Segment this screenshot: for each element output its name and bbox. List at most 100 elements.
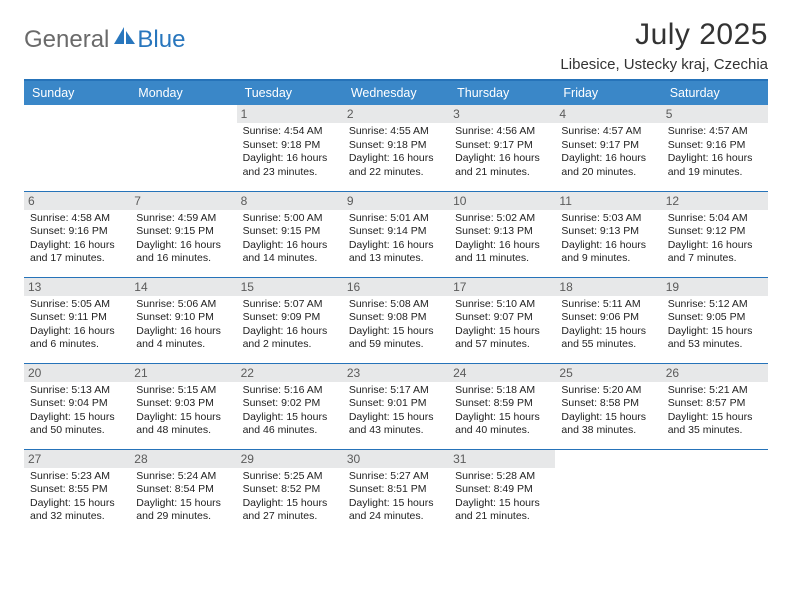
- day-info: Sunrise: 4:57 AMSunset: 9:17 PMDaylight:…: [561, 125, 657, 180]
- day-header-row: SundayMondayTuesdayWednesdayThursdayFrid…: [24, 81, 768, 105]
- calendar-cell: 10 Sunrise: 5:02 AMSunset: 9:13 PMDayligh…: [449, 191, 555, 277]
- day-info: Sunrise: 4:56 AMSunset: 9:17 PMDaylight:…: [455, 125, 551, 180]
- day-number: 4: [555, 105, 661, 123]
- day-info: Sunrise: 5:21 AMSunset: 8:57 PMDaylight:…: [668, 384, 764, 439]
- day-number: 19: [662, 278, 768, 296]
- day-info: Sunrise: 5:07 AMSunset: 9:09 PMDaylight:…: [243, 298, 339, 353]
- day-number: 27: [24, 450, 130, 468]
- day-header: Sunday: [24, 81, 130, 105]
- calendar-cell: 23 Sunrise: 5:17 AMSunset: 9:01 PMDayligh…: [343, 363, 449, 449]
- day-info: Sunrise: 5:04 AMSunset: 9:12 PMDaylight:…: [668, 212, 764, 267]
- day-number: 18: [555, 278, 661, 296]
- calendar-cell: 6 Sunrise: 4:58 AMSunset: 9:16 PMDaylight…: [24, 191, 130, 277]
- day-number: 24: [449, 364, 555, 382]
- calendar-cell: 22Sunrise: 5:16 AMSunset: 9:02 PMDayligh…: [237, 363, 343, 449]
- day-number: 20: [24, 364, 130, 382]
- calendar-cell: 13 Sunrise: 5:05 AMSunset: 9:11 PMDayligh…: [24, 277, 130, 363]
- calendar-cell: 11 Sunrise: 5:03 AMSunset: 9:13 PMDayligh…: [555, 191, 661, 277]
- day-header: Saturday: [662, 81, 768, 105]
- calendar-cell: [130, 105, 236, 191]
- day-header: Tuesday: [237, 81, 343, 105]
- day-info: Sunrise: 5:25 AMSunset: 8:52 PMDaylight:…: [243, 470, 339, 525]
- day-info: Sunrise: 5:17 AMSunset: 9:01 PMDaylight:…: [349, 384, 445, 439]
- calendar-cell: 9Sunrise: 5:01 AMSunset: 9:14 PMDaylight…: [343, 191, 449, 277]
- day-info: Sunrise: 5:28 AMSunset: 8:49 PMDaylight:…: [455, 470, 551, 525]
- day-info: Sunrise: 5:12 AMSunset: 9:05 PMDaylight:…: [668, 298, 764, 353]
- calendar-cell: 20 Sunrise: 5:13 AMSunset: 9:04 PMDayligh…: [24, 363, 130, 449]
- calendar-cell: [555, 449, 661, 535]
- day-number: 13: [24, 278, 130, 296]
- day-number: 5: [662, 105, 768, 123]
- day-info: Sunrise: 4:58 AMSunset: 9:16 PMDaylight:…: [30, 212, 126, 267]
- day-info: Sunrise: 5:23 AMSunset: 8:55 PMDaylight:…: [30, 470, 126, 525]
- day-number: 10: [449, 192, 555, 210]
- calendar-cell: 30Sunrise: 5:27 AMSunset: 8:51 PMDayligh…: [343, 449, 449, 535]
- day-info: Sunrise: 5:00 AMSunset: 9:15 PMDaylight:…: [243, 212, 339, 267]
- day-info: Sunrise: 5:24 AMSunset: 8:54 PMDaylight:…: [136, 470, 232, 525]
- day-info: Sunrise: 4:59 AMSunset: 9:15 PMDaylight:…: [136, 212, 232, 267]
- day-number: 25: [555, 364, 661, 382]
- calendar-cell: 29 Sunrise: 5:25 AMSunset: 8:52 PMDayligh…: [237, 449, 343, 535]
- calendar-cell: [662, 449, 768, 535]
- day-header: Monday: [130, 81, 236, 105]
- day-info: Sunrise: 5:02 AMSunset: 9:13 PMDaylight:…: [455, 212, 551, 267]
- day-number: 31: [449, 450, 555, 468]
- day-number: 21: [130, 364, 236, 382]
- calendar-cell: 2Sunrise: 4:55 AMSunset: 9:18 PMDaylight…: [343, 105, 449, 191]
- day-info: Sunrise: 5:08 AMSunset: 9:08 PMDaylight:…: [349, 298, 445, 353]
- day-info: Sunrise: 5:01 AMSunset: 9:14 PMDaylight:…: [349, 212, 445, 267]
- day-number: 23: [343, 364, 449, 382]
- calendar-week: 27 Sunrise: 5:23 AMSunset: 8:55 PMDayligh…: [24, 449, 768, 535]
- day-header: Thursday: [449, 81, 555, 105]
- calendar-cell: 24 Sunrise: 5:18 AMSunset: 8:59 PMDayligh…: [449, 363, 555, 449]
- calendar-week: 6 Sunrise: 4:58 AMSunset: 9:16 PMDaylight…: [24, 191, 768, 277]
- day-number: 16: [343, 278, 449, 296]
- day-info: Sunrise: 5:06 AMSunset: 9:10 PMDaylight:…: [136, 298, 232, 353]
- calendar-cell: [24, 105, 130, 191]
- day-number: 8: [237, 192, 343, 210]
- day-info: Sunrise: 5:18 AMSunset: 8:59 PMDaylight:…: [455, 384, 551, 439]
- day-number: 28: [130, 450, 236, 468]
- location-text: Libesice, Ustecky kraj, Czechia: [560, 56, 768, 73]
- brand-part2: Blue: [137, 26, 185, 54]
- header: General Blue July 2025 Libesice, Ustecky…: [24, 18, 768, 73]
- day-number: 6: [24, 192, 130, 210]
- calendar-cell: 25 Sunrise: 5:20 AMSunset: 8:58 PMDayligh…: [555, 363, 661, 449]
- calendar-cell: 14 Sunrise: 5:06 AMSunset: 9:10 PMDayligh…: [130, 277, 236, 363]
- calendar-cell: 19 Sunrise: 5:12 AMSunset: 9:05 PMDayligh…: [662, 277, 768, 363]
- day-info: Sunrise: 5:20 AMSunset: 8:58 PMDaylight:…: [561, 384, 657, 439]
- brand-logo: General Blue: [24, 18, 185, 54]
- day-header: Wednesday: [343, 81, 449, 105]
- day-number: 17: [449, 278, 555, 296]
- day-number: 1: [237, 105, 343, 123]
- calendar-cell: 21Sunrise: 5:15 AMSunset: 9:03 PMDayligh…: [130, 363, 236, 449]
- calendar-table: SundayMondayTuesdayWednesdayThursdayFrid…: [24, 81, 768, 535]
- day-number: 14: [130, 278, 236, 296]
- page-title: July 2025: [560, 18, 768, 52]
- day-number: 3: [449, 105, 555, 123]
- calendar-cell: 4 Sunrise: 4:57 AMSunset: 9:17 PMDaylight…: [555, 105, 661, 191]
- title-block: July 2025 Libesice, Ustecky kraj, Czechi…: [560, 18, 768, 73]
- calendar-week: 20 Sunrise: 5:13 AMSunset: 9:04 PMDayligh…: [24, 363, 768, 449]
- day-info: Sunrise: 5:05 AMSunset: 9:11 PMDaylight:…: [30, 298, 126, 353]
- day-info: Sunrise: 5:11 AMSunset: 9:06 PMDaylight:…: [561, 298, 657, 353]
- calendar-cell: 31 Sunrise: 5:28 AMSunset: 8:49 PMDayligh…: [449, 449, 555, 535]
- day-number: 11: [555, 192, 661, 210]
- calendar-cell: 15Sunrise: 5:07 AMSunset: 9:09 PMDayligh…: [237, 277, 343, 363]
- day-info: Sunrise: 5:10 AMSunset: 9:07 PMDaylight:…: [455, 298, 551, 353]
- brand-sail-icon: [112, 26, 134, 54]
- calendar-week: 1Sunrise: 4:54 AMSunset: 9:18 PMDaylight…: [24, 105, 768, 191]
- day-info: Sunrise: 5:03 AMSunset: 9:13 PMDaylight:…: [561, 212, 657, 267]
- day-number: 12: [662, 192, 768, 210]
- day-info: Sunrise: 5:27 AMSunset: 8:51 PMDaylight:…: [349, 470, 445, 525]
- calendar-cell: 5 Sunrise: 4:57 AMSunset: 9:16 PMDaylight…: [662, 105, 768, 191]
- calendar-cell: 1Sunrise: 4:54 AMSunset: 9:18 PMDaylight…: [237, 105, 343, 191]
- day-info: Sunrise: 5:13 AMSunset: 9:04 PMDaylight:…: [30, 384, 126, 439]
- day-info: Sunrise: 4:57 AMSunset: 9:16 PMDaylight:…: [668, 125, 764, 180]
- day-number: 29: [237, 450, 343, 468]
- calendar-cell: 3 Sunrise: 4:56 AMSunset: 9:17 PMDaylight…: [449, 105, 555, 191]
- brand-part1: General: [24, 26, 109, 54]
- day-info: Sunrise: 4:55 AMSunset: 9:18 PMDaylight:…: [349, 125, 445, 180]
- calendar-cell: 26Sunrise: 5:21 AMSunset: 8:57 PMDayligh…: [662, 363, 768, 449]
- day-number: 22: [237, 364, 343, 382]
